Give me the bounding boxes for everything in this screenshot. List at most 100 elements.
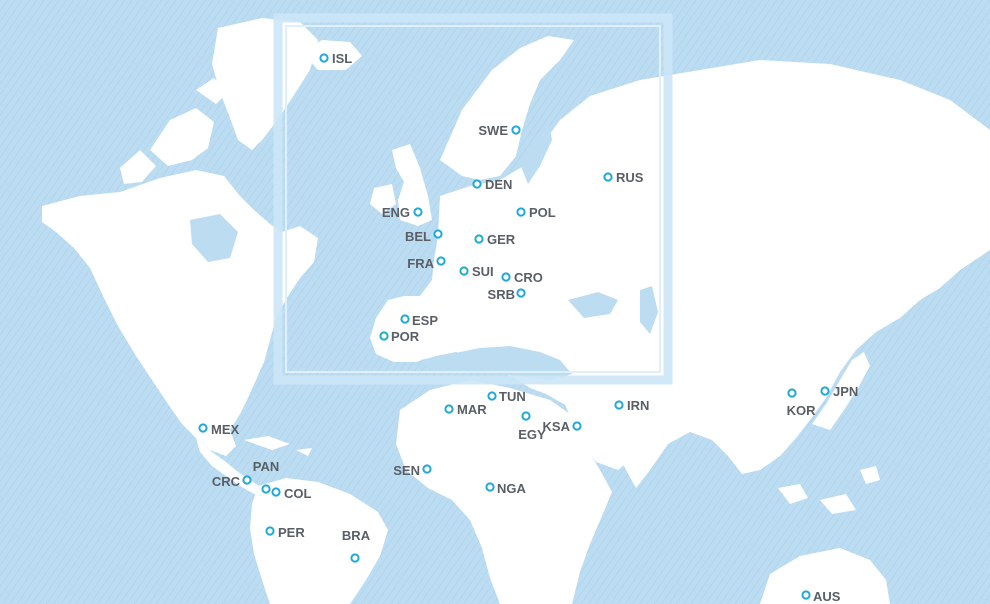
marker-dot <box>820 386 830 396</box>
marker-dot <box>436 256 446 266</box>
landmass-arabia <box>564 402 640 470</box>
marker-egy[interactable]: EGY <box>518 411 546 442</box>
marker-nga[interactable]: NGA <box>485 481 527 496</box>
marker-dot <box>521 411 531 421</box>
marker-pol[interactable]: POL <box>516 205 556 220</box>
marker-bel[interactable]: BEL <box>405 229 443 244</box>
marker-label-per: PER <box>278 525 305 540</box>
marker-label-den: DEN <box>485 177 512 192</box>
marker-dot <box>501 272 511 282</box>
marker-label-egy: EGY <box>518 427 546 442</box>
marker-esp[interactable]: ESP <box>400 313 438 328</box>
marker-dot <box>422 464 432 474</box>
marker-label-crc: CRC <box>212 474 241 489</box>
marker-dot <box>379 331 389 341</box>
marker-label-bra: BRA <box>342 528 371 543</box>
marker-label-rus: RUS <box>616 170 644 185</box>
marker-dot <box>801 590 811 600</box>
landmass-greenland <box>212 18 318 150</box>
marker-dot <box>603 172 613 182</box>
landmass-africa <box>396 380 612 604</box>
marker-label-sui: SUI <box>472 264 494 279</box>
marker-eng[interactable]: ENG <box>382 205 423 220</box>
marker-bra[interactable]: BRA <box>342 528 371 563</box>
marker-tun[interactable]: TUN <box>487 389 526 404</box>
marker-label-irn: IRN <box>627 398 649 413</box>
landmass-japan <box>812 352 870 430</box>
marker-dot <box>242 475 252 485</box>
marker-cro[interactable]: CRO <box>501 270 543 285</box>
marker-dot <box>350 553 360 563</box>
marker-ksa[interactable]: KSA <box>543 419 582 434</box>
marker-dot <box>485 482 495 492</box>
marker-dot <box>472 179 482 189</box>
marker-label-por: POR <box>391 329 420 344</box>
landmass-north-america <box>42 170 318 456</box>
markers-layer: ISL SWE RUS DEN ENG POL BEL GER FRA SUI … <box>198 51 858 604</box>
black-sea <box>568 292 618 318</box>
marker-jpn[interactable]: JPN <box>820 384 858 399</box>
landmass-south-america <box>250 478 388 604</box>
marker-aus[interactable]: AUS <box>801 589 841 604</box>
marker-sen[interactable]: SEN <box>393 463 432 478</box>
marker-dot <box>319 53 329 63</box>
marker-dot <box>271 487 281 497</box>
europe-inset-frame-inner <box>285 25 661 373</box>
marker-dot <box>516 288 526 298</box>
marker-dot <box>487 391 497 401</box>
marker-label-esp: ESP <box>412 313 438 328</box>
marker-dot <box>474 234 484 244</box>
marker-isl[interactable]: ISL <box>319 51 352 66</box>
marker-kor[interactable]: KOR <box>787 388 817 418</box>
marker-col[interactable]: COL <box>271 486 312 501</box>
marker-label-srb: SRB <box>488 287 515 302</box>
marker-dot <box>444 404 454 414</box>
marker-dot <box>413 207 423 217</box>
landmass-se-asia-islands <box>778 466 880 514</box>
marker-label-aus: AUS <box>813 589 841 604</box>
marker-dot <box>614 400 624 410</box>
marker-label-isl: ISL <box>332 51 352 66</box>
marker-pan[interactable]: PAN <box>253 459 279 494</box>
marker-dot <box>433 229 443 239</box>
marker-label-bel: BEL <box>405 229 431 244</box>
marker-label-pan: PAN <box>253 459 279 474</box>
marker-sui[interactable]: SUI <box>459 264 494 279</box>
marker-den[interactable]: DEN <box>472 177 512 192</box>
marker-rus[interactable]: RUS <box>603 170 644 185</box>
marker-por[interactable]: POR <box>379 329 420 344</box>
marker-dot <box>511 125 521 135</box>
marker-label-cro: CRO <box>514 270 543 285</box>
marker-label-ger: GER <box>487 232 516 247</box>
marker-dot <box>516 207 526 217</box>
marker-irn[interactable]: IRN <box>614 398 649 413</box>
marker-label-jpn: JPN <box>833 384 858 399</box>
landmass-australia <box>760 548 890 604</box>
marker-dot <box>459 266 469 276</box>
marker-label-fra: FRA <box>407 256 434 271</box>
marker-label-kor: KOR <box>787 403 817 418</box>
marker-fra[interactable]: FRA <box>407 256 446 271</box>
marker-dot <box>572 421 582 431</box>
marker-ger[interactable]: GER <box>474 232 516 247</box>
marker-mar[interactable]: MAR <box>444 402 487 417</box>
marker-srb[interactable]: SRB <box>488 287 526 302</box>
landmass-caribbean <box>244 436 312 456</box>
marker-dot <box>787 388 797 398</box>
marker-label-mex: MEX <box>211 422 240 437</box>
marker-dot <box>261 484 271 494</box>
landmass-iceland <box>302 40 362 70</box>
marker-label-col: COL <box>284 486 312 501</box>
marker-crc[interactable]: CRC <box>212 474 252 489</box>
landmass-arctic-islands <box>120 78 228 184</box>
marker-label-sen: SEN <box>393 463 420 478</box>
marker-swe[interactable]: SWE <box>478 123 521 138</box>
marker-label-mar: MAR <box>457 402 487 417</box>
marker-dot <box>265 526 275 536</box>
marker-mex[interactable]: MEX <box>198 422 240 437</box>
marker-label-swe: SWE <box>478 123 508 138</box>
marker-per[interactable]: PER <box>265 525 305 540</box>
landmass-ireland <box>370 184 396 214</box>
